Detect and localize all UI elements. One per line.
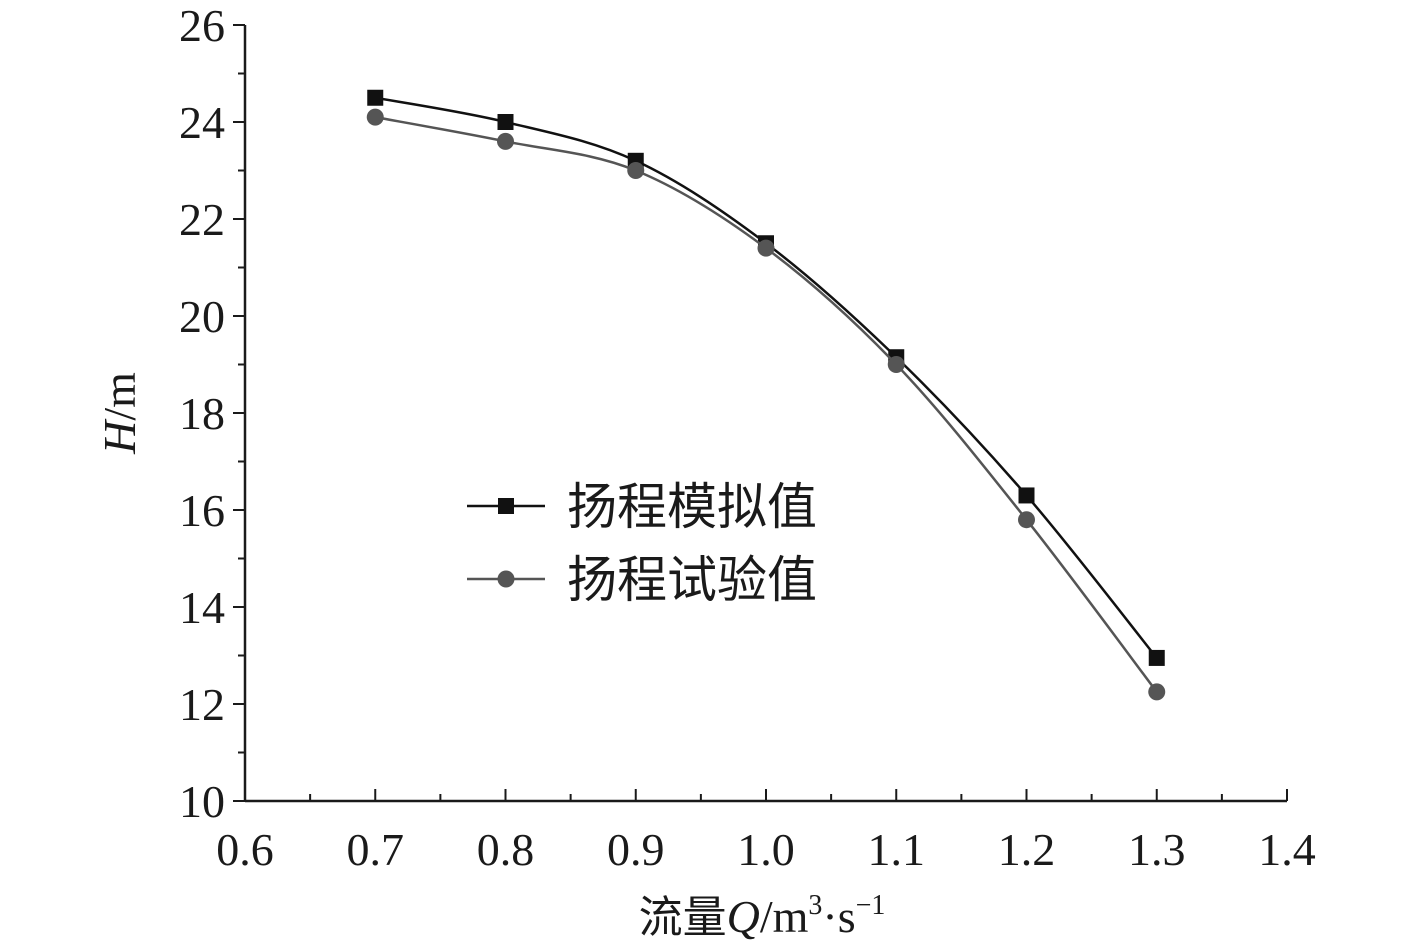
x-tick-label: 1.2 — [998, 824, 1056, 875]
data-point — [1148, 649, 1165, 666]
y-tick-label: 20 — [179, 291, 225, 342]
series-2 — [366, 108, 1166, 701]
data-point — [1018, 487, 1035, 504]
data-point — [1148, 683, 1166, 701]
x-tick-label: 0.9 — [607, 824, 665, 875]
y-tick-label: 18 — [179, 388, 225, 439]
data-point — [757, 239, 775, 257]
x-ticks: 0.6 0.7 0.8 0.9 1.0 1.1 1.2 1.3 1.4 — [216, 789, 1316, 875]
y-tick-label: 22 — [179, 194, 225, 245]
legend-label: 扬程试验值 — [567, 551, 817, 609]
x-tick-label: 0.8 — [477, 824, 535, 875]
legend-item: 扬程试验值 — [467, 551, 817, 609]
x-axis-title: 流量Q/m3·s−1 — [639, 890, 886, 943]
x-tick-label: 1.0 — [737, 824, 795, 875]
data-point — [1018, 511, 1035, 529]
axes — [243, 25, 1287, 803]
y-tick-label: 16 — [179, 485, 225, 536]
legend-label: 扬程模拟值 — [567, 478, 817, 536]
data-point — [627, 162, 645, 179]
data-point — [367, 89, 384, 106]
y-tick-label: 10 — [179, 776, 225, 827]
x-tick-label: 0.6 — [216, 824, 274, 875]
x-tick-label: 0.7 — [347, 824, 405, 875]
series-layer — [366, 89, 1166, 701]
y-ticks: 10 12 14 16 18 20 22 24 26 — [179, 0, 245, 827]
y-tick-label: 12 — [179, 679, 225, 730]
data-point — [887, 356, 905, 373]
legend-item: 扬程模拟值 — [467, 478, 817, 536]
x-tick-label: 1.3 — [1128, 824, 1186, 875]
data-point — [497, 114, 514, 130]
x-tick-label: 1.1 — [868, 824, 926, 875]
legend-marker — [498, 498, 514, 514]
y-tick-label: 24 — [179, 97, 225, 148]
y-tick-label: 26 — [179, 0, 225, 51]
data-point — [497, 132, 514, 150]
y-tick-label: 14 — [179, 582, 225, 633]
data-point — [366, 108, 384, 126]
y-axis-title: H/m — [94, 372, 145, 455]
legend-marker — [497, 570, 515, 588]
x-tick-label: 1.4 — [1258, 824, 1316, 875]
